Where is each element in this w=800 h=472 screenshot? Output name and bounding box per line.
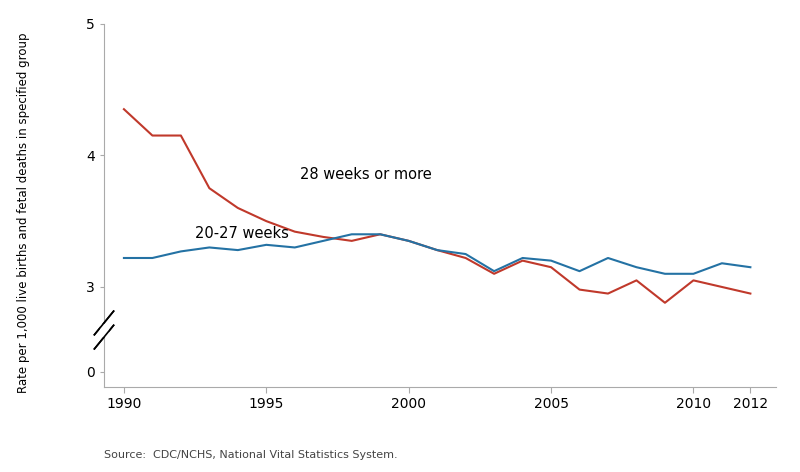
Text: 28 weeks or more: 28 weeks or more: [301, 167, 432, 182]
Text: Rate per 1,000 live births and fetal deaths in specified group: Rate per 1,000 live births and fetal dea…: [18, 32, 30, 393]
Text: 20-27 weeks: 20-27 weeks: [195, 226, 289, 241]
Text: Source:  CDC/NCHS, National Vital Statistics System.: Source: CDC/NCHS, National Vital Statist…: [104, 450, 398, 460]
